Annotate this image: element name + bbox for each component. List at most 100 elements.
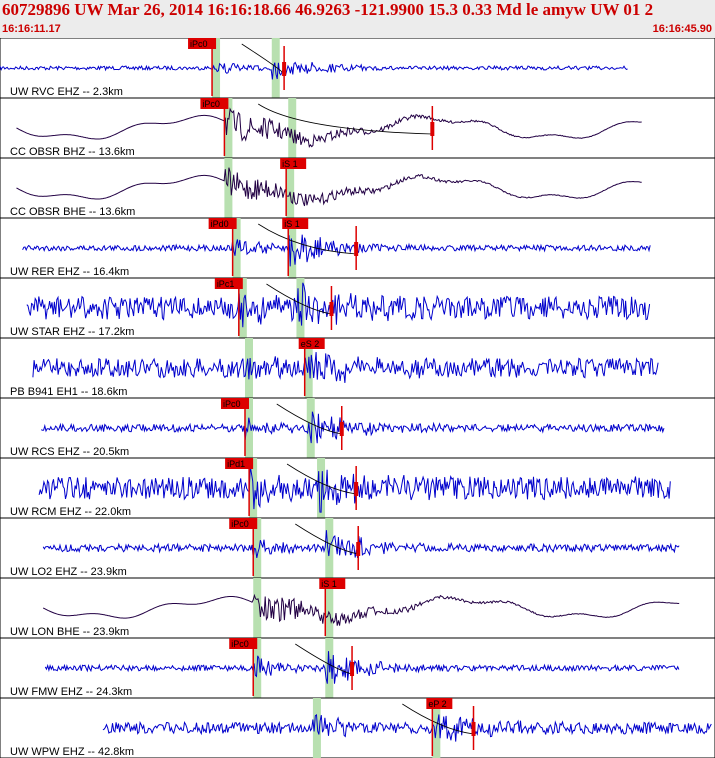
start-time-label: 16:16:11.17 (2, 23, 61, 35)
channel-label: UW STAR EHZ -- 17.2km (10, 326, 134, 338)
p-window (253, 578, 262, 638)
panel-frame (0, 397, 715, 459)
coda-amplitude-mark (350, 662, 355, 676)
trace-panel[interactable]: iPd1 UW RCM EHZ -- 22.0km (0, 457, 715, 519)
waveform-trace (41, 411, 665, 444)
p-window (238, 278, 247, 338)
s-window (317, 458, 326, 518)
travel-time-curve (295, 643, 353, 675)
s-window (288, 98, 297, 158)
travel-time-curve (295, 523, 359, 555)
trace-panel[interactable]: iS 1 UW LON BHE -- 23.9km (0, 577, 715, 639)
channel-label: UW FMW EHZ -- 24.3km (10, 686, 132, 698)
p-pick-flag[interactable] (220, 398, 249, 409)
s-window (306, 398, 315, 458)
s-pick-label: iS 1 (321, 579, 337, 589)
p-window (312, 698, 321, 758)
trace-panel[interactable]: iPc0 UW RCS EHZ -- 20.5km (0, 397, 715, 459)
p-window (224, 98, 233, 158)
p-window (224, 158, 233, 218)
travel-time-curve (276, 403, 342, 435)
coda-amplitude-mark (430, 122, 435, 136)
s-pick-label: eS 2 (301, 339, 320, 349)
channel-label: UW LO2 EHZ -- 23.9km (10, 566, 127, 578)
waveform-trace (22, 234, 651, 267)
p-window (244, 398, 253, 458)
p-pick-label: iPc0 (231, 639, 249, 649)
waveform-trace (16, 107, 642, 149)
waveform-trace (42, 530, 680, 559)
p-pick-flag[interactable] (225, 458, 254, 469)
panel-frame (0, 97, 715, 159)
s-window (296, 278, 305, 338)
trace-panel[interactable]: iPd0 iS 1 UW RER EHZ -- 16.4km (0, 217, 715, 279)
trace-panel[interactable]: iS 1 CC OBSR BHE -- 13.6km (0, 157, 715, 219)
waveform-panel[interactable]: iPc0 UW RVC EHZ -- 2.3km iPc0 CC OBSR BHZ -… (0, 38, 715, 758)
travel-time-curve (258, 223, 357, 255)
s-window (304, 338, 313, 398)
coda-amplitude-mark (354, 482, 359, 496)
s-window (286, 158, 295, 218)
waveform-trace (102, 713, 712, 742)
trace-panel[interactable]: eS 2 PB B941 EH1 -- 18.6km (0, 337, 715, 399)
travel-time-curve (266, 283, 332, 315)
channel-label: UW RCM EHZ -- 22.0km (10, 506, 131, 518)
channel-label: PB B941 EH1 -- 18.6km (10, 386, 127, 398)
channel-label: UW RCS EHZ -- 20.5km (10, 446, 129, 458)
p-window (244, 338, 253, 398)
s-pick-label: iS 1 (282, 159, 298, 169)
s-pick-flag[interactable] (282, 218, 309, 229)
s-pick-label: iS 1 (284, 219, 300, 229)
coda-amplitude-mark (339, 422, 344, 436)
p-pick-flag[interactable] (208, 218, 237, 229)
trace-panel[interactable]: iPc0 CC OBSR BHZ -- 13.6km (0, 97, 715, 159)
channel-label: UW RVC EHZ -- 2.3km (10, 86, 123, 98)
s-pick-flag[interactable] (426, 698, 453, 709)
travel-time-curve (286, 463, 357, 495)
s-pick-label: eP 2 (428, 699, 446, 709)
s-pick-flag[interactable] (298, 338, 325, 349)
channel-label: UW LON BHE -- 23.9km (10, 626, 129, 638)
p-pick-label: iPc0 (231, 519, 249, 529)
p-pick-flag[interactable] (229, 638, 258, 649)
coda-amplitude-mark (356, 542, 361, 556)
p-pick-label: iPc0 (202, 99, 220, 109)
s-pick-flag[interactable] (280, 158, 307, 169)
p-pick-flag[interactable] (188, 38, 217, 49)
coda-amplitude-mark (282, 62, 287, 76)
trace-panel[interactable]: iPc0 UW FMW EHZ -- 24.3km (0, 637, 715, 699)
channel-label: UW WPW EHZ -- 42.8km (10, 746, 134, 758)
trace-panel[interactable]: eP 2 UW WPW EHZ -- 42.8km (0, 697, 715, 758)
p-window (212, 38, 221, 98)
p-pick-flag[interactable] (229, 518, 258, 529)
end-time-label: 16:16:45.90 (652, 23, 712, 35)
travel-time-curve (258, 103, 433, 135)
event-title: 60729896 UW Mar 26, 2014 16:16:18.66 46.… (2, 0, 654, 19)
p-window (232, 218, 241, 278)
channel-label: CC OBSR BHZ -- 13.6km (10, 146, 135, 158)
p-pick-flag[interactable] (214, 278, 243, 289)
travel-time-curve (402, 703, 474, 735)
trace-panel[interactable]: iPc0 UW RVC EHZ -- 2.3km (0, 38, 715, 99)
panel-frame (0, 577, 715, 639)
waveform-trace (26, 282, 651, 328)
waveform-trace (44, 651, 680, 684)
p-pick-label: iPc1 (217, 279, 235, 289)
channel-label: CC OBSR BHE -- 13.6km (10, 206, 135, 218)
p-pick-label: iPd0 (211, 219, 229, 229)
event-header: 60729896 UW Mar 26, 2014 16:16:18.66 46.… (0, 0, 715, 39)
trace-panel[interactable]: iPc0 UW LO2 EHZ -- 23.9km (0, 517, 715, 579)
channel-label: UW RER EHZ -- 16.4km (10, 266, 129, 278)
waveform-trace (32, 352, 659, 383)
waveform-trace (16, 167, 642, 207)
s-pick-flag[interactable] (319, 578, 346, 589)
p-pick-flag[interactable] (200, 98, 229, 109)
trace-panel[interactable]: iPc1 UW STAR EHZ -- 17.2km (0, 277, 715, 339)
p-window (253, 518, 262, 578)
waveform-trace (38, 466, 671, 513)
waveform-trace (42, 593, 680, 626)
coda-amplitude-mark (471, 722, 476, 736)
waveform-trace (0, 61, 628, 80)
coda-amplitude-mark (329, 302, 334, 316)
